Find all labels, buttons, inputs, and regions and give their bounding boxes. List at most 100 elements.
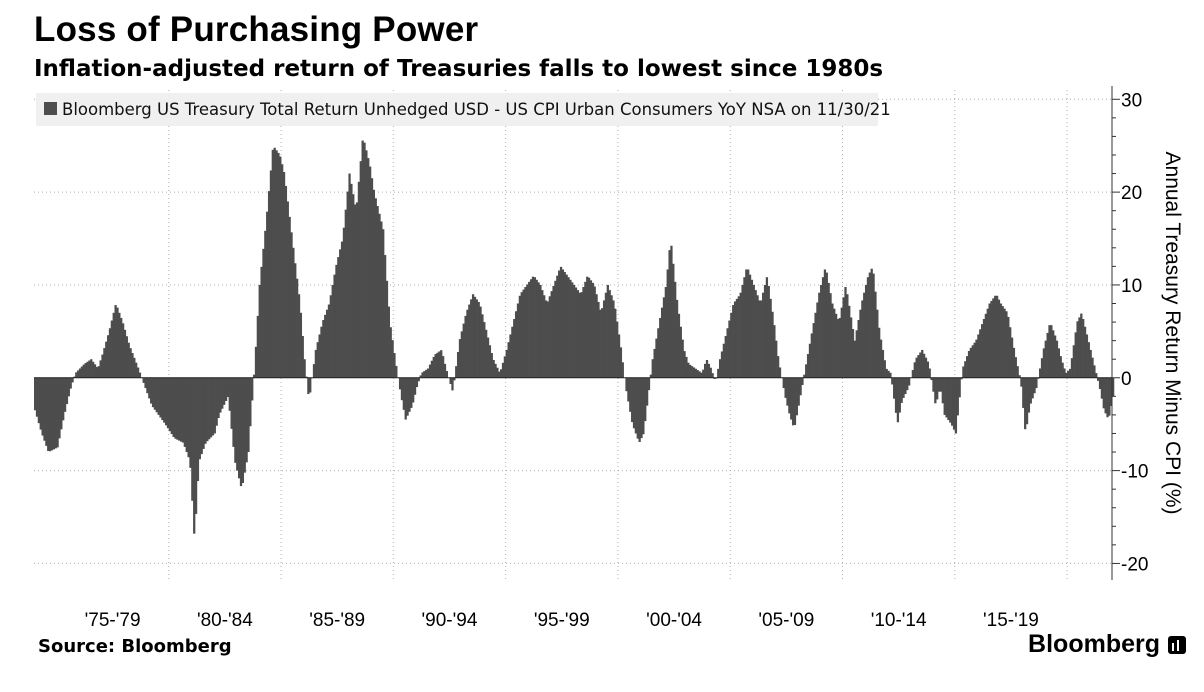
bar — [155, 377, 158, 413]
bar — [833, 308, 836, 378]
bar — [1044, 340, 1047, 378]
bar — [1074, 332, 1077, 378]
bar — [39, 377, 42, 430]
bar — [754, 290, 757, 378]
bar — [848, 305, 851, 378]
bar — [441, 356, 445, 378]
bar — [511, 326, 514, 378]
bar — [694, 368, 697, 378]
bar — [571, 282, 574, 378]
bar — [1048, 325, 1051, 378]
bar — [513, 318, 516, 378]
bar — [621, 362, 624, 378]
bar — [77, 370, 80, 378]
bar — [67, 377, 70, 397]
bar — [698, 371, 701, 378]
bar — [329, 295, 332, 378]
bar — [655, 338, 658, 378]
y-tick-label: 20 — [1121, 183, 1142, 204]
bar — [316, 342, 319, 378]
bar — [460, 331, 463, 378]
bar — [428, 364, 432, 378]
bar — [1031, 377, 1034, 399]
bar — [159, 377, 162, 418]
bar — [967, 350, 971, 378]
bar — [885, 368, 888, 378]
bar — [718, 359, 722, 378]
bar — [559, 266, 563, 378]
bar — [803, 374, 806, 378]
bar — [204, 377, 207, 444]
bar — [806, 354, 810, 378]
bar — [649, 374, 652, 378]
bar — [591, 282, 594, 378]
bar — [1106, 377, 1109, 418]
bar — [223, 377, 226, 405]
bar — [748, 274, 752, 378]
bar — [866, 277, 870, 378]
bar — [576, 290, 580, 378]
bar — [355, 202, 359, 378]
bar — [805, 364, 808, 378]
bar — [980, 324, 984, 378]
bar — [943, 377, 946, 415]
bar — [196, 377, 200, 482]
bar — [35, 377, 39, 417]
bar — [221, 377, 224, 409]
bar — [644, 377, 647, 422]
bar — [855, 330, 858, 378]
bar — [477, 301, 480, 378]
bar — [281, 164, 284, 378]
bar — [911, 370, 915, 378]
bar — [339, 249, 342, 378]
bar — [380, 221, 383, 378]
bar — [412, 377, 415, 403]
bar — [1085, 334, 1089, 378]
bar — [496, 367, 499, 378]
bar — [836, 318, 840, 378]
bar — [127, 342, 130, 378]
bar-series — [34, 140, 1115, 534]
bar — [677, 313, 681, 378]
bar — [879, 339, 883, 378]
bar — [898, 377, 901, 413]
bar — [1003, 308, 1006, 378]
bar — [404, 377, 407, 420]
bar — [260, 266, 263, 378]
bar — [215, 377, 218, 426]
bar — [668, 250, 671, 378]
bar — [241, 377, 245, 483]
bar — [369, 166, 372, 378]
bar — [995, 295, 999, 378]
bar — [685, 356, 688, 378]
bar — [771, 311, 774, 378]
bar — [148, 377, 151, 399]
bar — [541, 290, 544, 378]
bar — [178, 377, 181, 441]
bar — [34, 377, 37, 411]
legend-swatch — [44, 102, 57, 115]
bar — [823, 269, 827, 378]
bar — [814, 312, 817, 378]
bar — [878, 327, 881, 378]
bar — [563, 272, 566, 378]
bar — [1110, 377, 1113, 407]
bar — [861, 300, 864, 378]
bar — [243, 377, 246, 473]
bar — [556, 275, 559, 378]
bar — [763, 284, 767, 378]
bar — [599, 309, 602, 378]
bar — [1076, 321, 1079, 378]
legend-label: Bloomberg US Treasury Total Return Unhed… — [62, 100, 891, 119]
bar — [1039, 368, 1042, 378]
bar — [597, 301, 600, 378]
bar — [153, 377, 157, 410]
bar — [554, 280, 557, 378]
bar — [773, 325, 776, 378]
bar — [984, 313, 988, 378]
bar — [251, 377, 254, 401]
bar — [864, 284, 868, 378]
bar — [1112, 377, 1115, 397]
bar — [601, 308, 604, 378]
bar — [720, 351, 724, 378]
